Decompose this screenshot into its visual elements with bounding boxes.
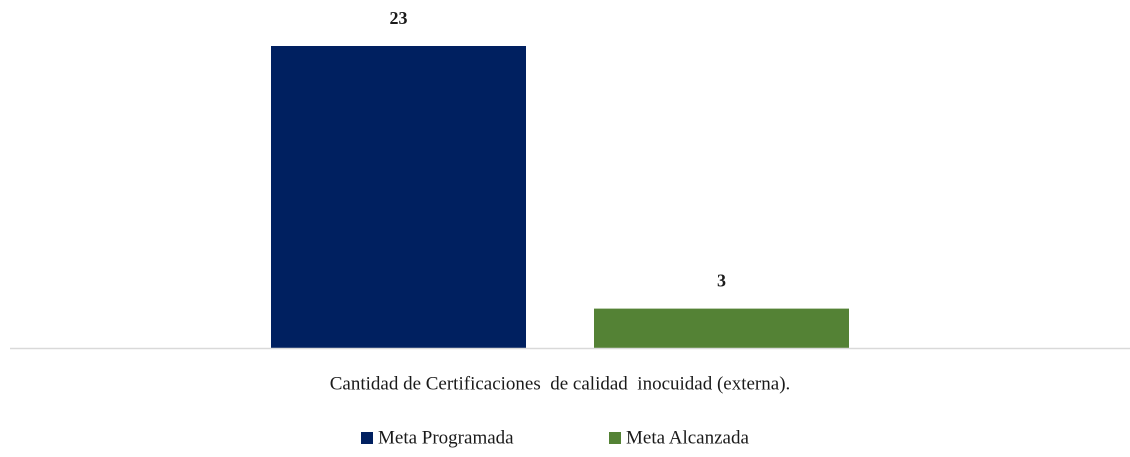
legend-label: Meta Programada [378, 427, 514, 448]
value-label: 3 [717, 271, 726, 291]
legend-label: Meta Alcanzada [626, 427, 749, 448]
legend-swatch [361, 432, 373, 444]
legend-swatch [609, 432, 621, 444]
value-label: 23 [390, 8, 408, 28]
bar [271, 46, 526, 348]
x-tick-label: Cantidad de Certificaciones de calidad i… [330, 373, 791, 394]
bar [594, 308, 849, 348]
